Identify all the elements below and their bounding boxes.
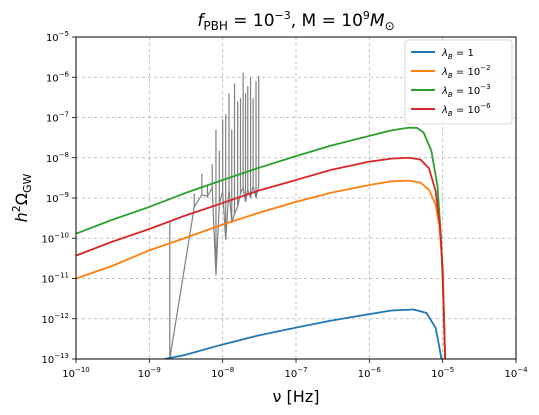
x-tick-label: 10−8 xyxy=(211,366,234,380)
y-axis-ticks: 10−13 10−12 10−11 10−10 10−9 10−8 10−7 10−6 10−5 xyxy=(41,30,76,366)
y-tick-label: 10−6 xyxy=(46,70,70,84)
y-tick-label: 10−7 xyxy=(46,111,69,125)
x-tick-label: 10−4 xyxy=(504,366,528,380)
y-tick-label: 10−11 xyxy=(41,272,69,286)
y-tick-label: 10−10 xyxy=(41,231,69,245)
y-axis-label: h2ΩGW xyxy=(10,173,34,222)
x-tick-label: 10−9 xyxy=(138,366,161,380)
y-tick-label: 10−13 xyxy=(41,352,69,366)
legend-box xyxy=(404,39,513,125)
series-line-2 xyxy=(76,126,447,359)
legend-label: λB = 1 xyxy=(441,48,474,61)
x-tick-label: 10−7 xyxy=(284,366,307,380)
x-axis-label: ν [Hz] xyxy=(273,387,320,406)
x-axis-ticks: 10−10 10−9 10−8 10−7 10−6 10−5 10−4 xyxy=(62,359,528,380)
legend: λB = 1 λB = 10−2 λB = 10−3 λB = 10−6 xyxy=(404,39,513,125)
chart-title: fPBH = 10−3, M = 109M⊙ xyxy=(197,9,394,33)
gray-data-line xyxy=(169,72,260,359)
series-line-0 xyxy=(164,308,443,359)
legend-label: λB = 10−2 xyxy=(441,64,491,80)
plot-lines xyxy=(76,72,447,359)
series-line-3 xyxy=(76,156,447,359)
y-tick-label: 10−12 xyxy=(41,312,69,326)
x-tick-label: 10−6 xyxy=(358,366,382,380)
legend-label: λB = 10−3 xyxy=(441,83,491,99)
y-tick-label: 10−8 xyxy=(46,151,69,165)
legend-label: λB = 10−6 xyxy=(441,102,491,118)
x-tick-label: 10−10 xyxy=(62,366,90,380)
y-tick-label: 10−9 xyxy=(46,191,69,205)
y-tick-label: 10−5 xyxy=(46,30,69,44)
series-line-1 xyxy=(76,179,447,359)
x-tick-label: 10−5 xyxy=(431,366,454,380)
